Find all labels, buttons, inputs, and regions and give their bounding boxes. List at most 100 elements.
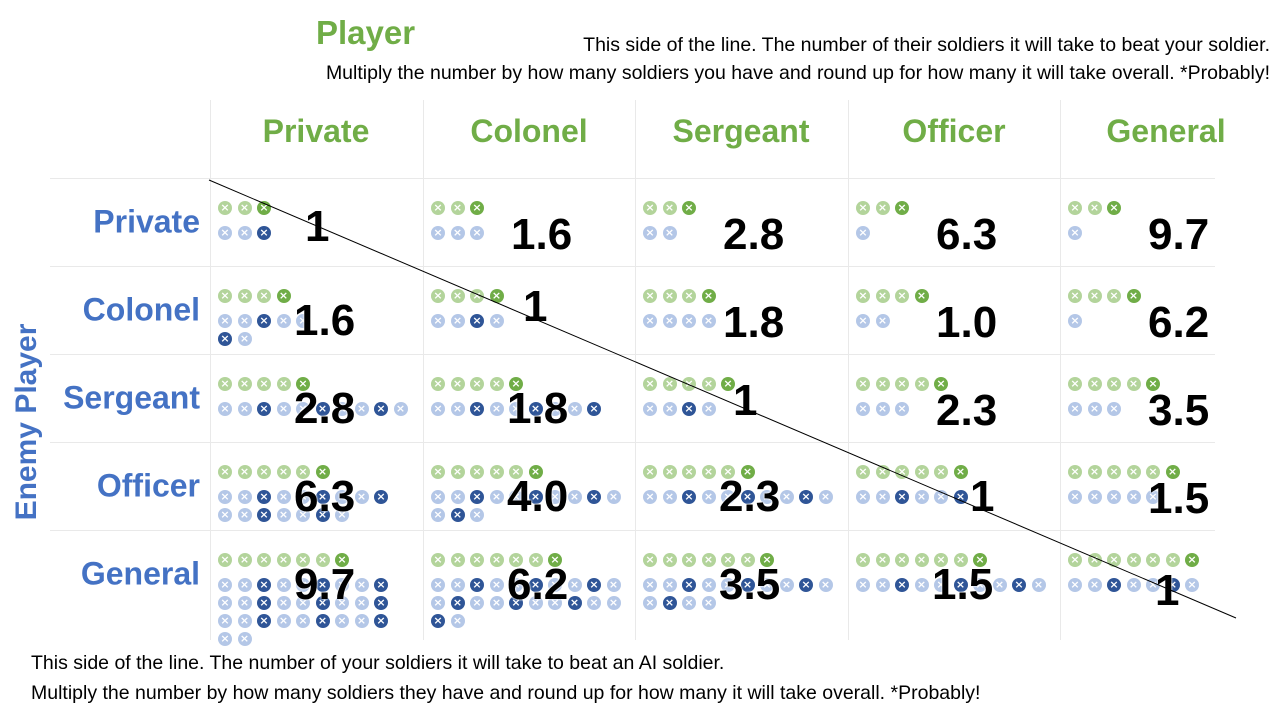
x-circle-icon: ×	[237, 614, 252, 628]
column-header-colonel: Colonel	[470, 113, 588, 149]
x-circle-icon: ×	[701, 596, 716, 610]
matchup-value: 4.0	[507, 472, 569, 521]
matchup-cell: × × × × × × × × 1	[423, 266, 635, 354]
x-circle-icon: ×	[856, 578, 870, 592]
x-circle-icon: ×	[1087, 289, 1102, 303]
x-circle-icon: ×	[431, 508, 445, 522]
x-circle-icon: ×	[643, 578, 657, 592]
x-circle-icon: ×	[528, 553, 543, 567]
x-circle-icon: ×	[450, 465, 465, 479]
x-circle-icon: ×	[315, 465, 330, 479]
x-circle-icon: ×	[470, 490, 484, 504]
x-circle-icon: ×	[1146, 465, 1160, 479]
grid-line-horizontal	[50, 178, 1215, 179]
x-circle-icon: ×	[354, 490, 369, 504]
note-top-line-1: This side of the line. The number of the…	[583, 34, 1270, 56]
x-circle-icon: ×	[374, 490, 388, 504]
x-circle-icon: ×	[470, 553, 484, 567]
x-circle-icon: ×	[567, 596, 582, 610]
x-circle-icon: ×	[701, 578, 716, 592]
grid-line-vertical	[1060, 100, 1061, 640]
matchup-value: 1.6	[511, 210, 573, 259]
x-circle-icon: ×	[237, 201, 252, 215]
x-circle-icon: ×	[1185, 553, 1199, 567]
x-circle-icon: ×	[374, 596, 388, 610]
x-circle-icon: ×	[721, 377, 735, 391]
x-circle-icon: ×	[257, 508, 271, 522]
x-circle-icon: ×	[450, 201, 465, 215]
x-circle-icon: ×	[393, 402, 408, 416]
x-circle-icon: ×	[509, 596, 523, 610]
x-circle-icon: ×	[237, 289, 252, 303]
matchup-cell: × × × × × × × × × × × × × × × × × × × × × 3.5	[635, 530, 847, 638]
x-circle-icon: ×	[779, 490, 794, 504]
x-circle-icon: ×	[856, 553, 870, 567]
x-circle-icon: ×	[1126, 465, 1141, 479]
x-circle-icon: ×	[509, 490, 523, 504]
x-circle-icon: ×	[354, 614, 369, 628]
x-circle-icon: ×	[662, 553, 677, 567]
x-circle-icon: ×	[237, 314, 252, 328]
matchup-value: 9.7	[1148, 210, 1210, 259]
x-circle-icon: ×	[354, 596, 369, 610]
matchup-value: 1.8	[507, 384, 569, 433]
x-circle-icon: ×	[296, 402, 310, 416]
x-circle-icon: ×	[643, 402, 657, 416]
x-circle-icon: ×	[1107, 578, 1121, 592]
x-circle-icon: ×	[470, 314, 484, 328]
diagonal-line	[208, 179, 1237, 619]
matchup-cell: × × × × × 6.2	[1060, 266, 1272, 354]
x-circle-icon: ×	[701, 490, 716, 504]
x-circle-icon: ×	[509, 553, 523, 567]
x-circle-icon: ×	[1107, 377, 1121, 391]
x-circle-icon: ×	[296, 377, 310, 391]
x-circle-icon: ×	[528, 402, 543, 416]
column-header-officer: Officer	[902, 113, 1006, 149]
x-circle-icon: ×	[374, 578, 388, 592]
x-circle-icon: ×	[237, 226, 252, 240]
x-circle-icon: ×	[354, 578, 369, 592]
x-circle-icon: ×	[760, 490, 774, 504]
x-circle-icon: ×	[431, 314, 445, 328]
x-circle-icon: ×	[489, 596, 504, 610]
x-circle-icon: ×	[315, 578, 330, 592]
x-circle-icon: ×	[914, 578, 929, 592]
x-circle-icon: ×	[606, 490, 621, 504]
x-circle-icon: ×	[1107, 402, 1121, 416]
x-circle-icon: ×	[218, 314, 232, 328]
grid-line-vertical	[848, 100, 849, 640]
x-circle-icon: ×	[1107, 289, 1121, 303]
x-circle-icon: ×	[489, 578, 504, 592]
x-circle-icon: ×	[1185, 578, 1199, 592]
x-circle-icon: ×	[257, 614, 271, 628]
x-circle-icon: ×	[257, 465, 271, 479]
matchup-cell: × × × × × × 1.6	[423, 178, 635, 266]
x-circle-icon: ×	[914, 490, 929, 504]
x-circle-icon: ×	[701, 553, 716, 567]
x-circle-icon: ×	[509, 578, 523, 592]
x-circle-icon: ×	[1146, 377, 1160, 391]
note-bottom-line-2: Multiply the number by how many soldiers…	[31, 682, 981, 704]
x-circle-icon: ×	[470, 226, 484, 240]
x-circle-icon: ×	[431, 553, 445, 567]
x-circle-icon: ×	[450, 314, 465, 328]
matchup-cell: × × × × × × × × 3.5	[1060, 354, 1272, 442]
matchup-value: 9.7	[294, 560, 356, 609]
x-circle-icon: ×	[662, 578, 677, 592]
x-circle-icon: ×	[218, 490, 232, 504]
x-circle-icon: ×	[606, 596, 621, 610]
row-header-sergeant: Sergeant	[63, 379, 200, 416]
x-circle-icon: ×	[643, 553, 657, 567]
x-circle-icon: ×	[257, 402, 271, 416]
x-circle-icon: ×	[1146, 553, 1160, 567]
x-circle-icon: ×	[431, 614, 445, 628]
x-circle-icon: ×	[856, 377, 870, 391]
x-circle-icon: ×	[856, 465, 870, 479]
matchup-value: 3.5	[1148, 386, 1210, 435]
row-header-general: General	[80, 555, 200, 592]
x-circle-icon: ×	[528, 596, 543, 610]
x-circle-icon: ×	[237, 332, 252, 346]
x-circle-icon: ×	[470, 465, 484, 479]
x-circle-icon: ×	[296, 465, 310, 479]
grid-line-horizontal	[50, 442, 1215, 443]
